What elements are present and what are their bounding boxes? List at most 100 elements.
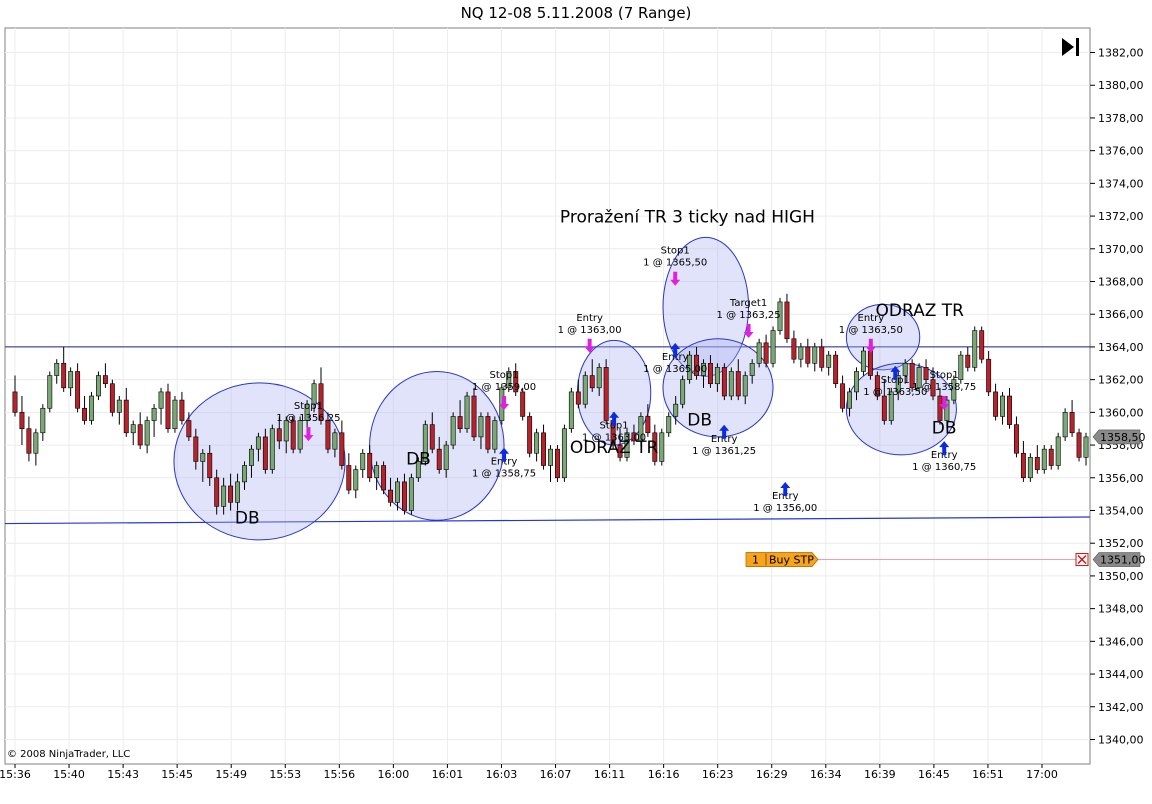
candle [1013,416,1019,458]
candle-down [520,391,526,417]
chart-title: NQ 12-08 5.11.2008 (7 Range) [460,4,692,22]
candle-down [381,465,387,491]
candle [1020,440,1026,482]
candle [680,375,686,409]
candle-down [179,399,185,421]
candle-down [429,424,435,450]
scroll-to-end-icon[interactable] [1062,38,1079,56]
grid [5,28,1090,764]
trade-label-title: Stop1 [661,246,690,257]
candle [207,445,213,486]
candle [561,424,567,482]
candle [228,473,234,511]
x-tick-label: 15:53 [269,768,301,781]
candle [527,412,533,458]
candle [422,420,428,466]
candle-down [290,420,296,450]
y-tick-label: 1362,00 [1098,374,1144,387]
candle-down [527,416,533,454]
candle-down [707,362,713,385]
candle-down [214,477,220,507]
x-tick-label: 16:51 [972,768,1004,781]
candle-down [965,354,971,368]
candle-down [721,367,727,397]
candle [916,363,922,392]
candle [89,391,94,425]
candle-up [415,461,421,479]
candle [54,359,60,384]
candle [707,355,713,388]
candle-down [993,391,999,417]
annotation-label: ODRAZ TR [875,301,964,321]
pending-order[interactable]: 1 Buy STP 1351,00 [745,552,1146,567]
trade-label-value: 1 @ 1363,00 [582,433,646,444]
candle [276,416,282,450]
candle-down [805,346,811,364]
candle-down [833,354,839,385]
candles [12,293,1089,515]
candle [102,363,108,388]
y-tick-label: 1380,00 [1098,79,1144,92]
y-axis: 1340,00 1342,00 1344,00 1346,00 1348,00 1350,… [1090,47,1146,746]
candle [40,404,46,441]
x-tick-label: 16:34 [810,768,842,781]
candle [694,346,700,380]
candle [756,338,762,368]
arrow-up-icon [499,447,510,462]
candle [777,297,783,335]
candle-down [325,420,331,450]
y-tick-label: 1340,00 [1098,733,1144,746]
candle-up [235,481,241,503]
candle-down [388,489,394,503]
candle-up [1027,457,1033,479]
trade-label-value: 1 @ 1365,00 [643,364,707,375]
candle-up [200,452,206,462]
candle-down [82,407,88,421]
trade-label-title: Entry [931,450,958,461]
order-tag [745,552,819,567]
cancel-order-icon[interactable] [1075,553,1089,567]
candle-up [408,477,414,511]
candle [290,416,296,454]
candle-down [12,391,18,413]
annotation-label: DB [406,450,431,470]
candle-up [888,391,894,421]
y-tick-label: 1378,00 [1098,112,1144,125]
trade-label-title: Entry [858,313,885,324]
candle [554,445,560,482]
x-tick-label: 15:43 [107,768,139,781]
candle [749,359,755,384]
candle-up [680,379,686,405]
trade-label-title: Stop1 [881,375,910,386]
candle [325,412,331,454]
y-tick-label: 1374,00 [1098,177,1144,190]
candle [666,412,672,437]
candle [805,338,811,368]
candle-up [158,391,164,409]
candle [381,461,387,495]
candle [68,367,74,396]
y-tick-label: 1366,00 [1098,308,1144,321]
candle [596,363,602,396]
candle [401,473,407,515]
arrow-up-icon [780,482,791,497]
candle-up [638,416,644,442]
candle [937,387,943,425]
candle [728,367,734,401]
candle [881,379,887,425]
candle [520,387,526,421]
candle [993,383,999,421]
arrow-up-icon [890,365,901,380]
candle [735,359,741,401]
candle-up [242,465,247,483]
candle-up [596,367,602,389]
x-tick-label: 15:49 [215,768,247,781]
arrow-up-icon [670,343,681,358]
candle-up [33,432,39,454]
candle-up [248,448,254,466]
